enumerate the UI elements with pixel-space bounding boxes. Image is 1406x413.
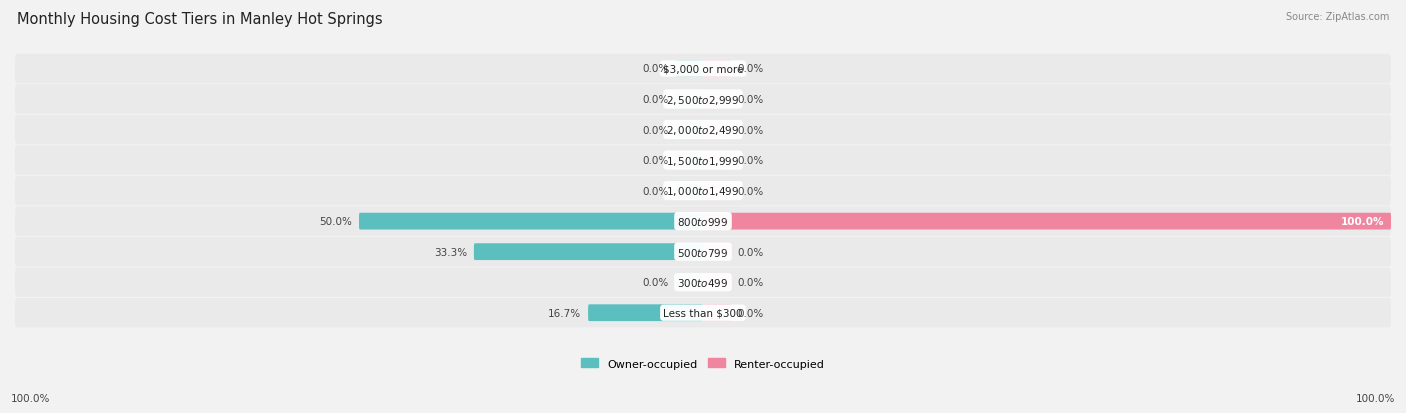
FancyBboxPatch shape [15,176,1391,206]
FancyBboxPatch shape [703,152,731,169]
FancyBboxPatch shape [703,61,731,78]
FancyBboxPatch shape [15,55,1391,84]
Text: Source: ZipAtlas.com: Source: ZipAtlas.com [1285,12,1389,22]
Text: $3,000 or more: $3,000 or more [662,64,744,74]
Text: Monthly Housing Cost Tiers in Manley Hot Springs: Monthly Housing Cost Tiers in Manley Hot… [17,12,382,27]
FancyBboxPatch shape [15,237,1391,267]
Text: $1,000 to $1,499: $1,000 to $1,499 [666,185,740,198]
Text: $2,000 to $2,499: $2,000 to $2,499 [666,124,740,137]
FancyBboxPatch shape [15,298,1391,328]
Text: 0.0%: 0.0% [643,156,669,166]
FancyBboxPatch shape [588,304,703,321]
Text: $1,500 to $1,999: $1,500 to $1,999 [666,154,740,167]
Text: 0.0%: 0.0% [643,95,669,105]
Text: 0.0%: 0.0% [737,247,763,257]
Text: 0.0%: 0.0% [643,64,669,74]
FancyBboxPatch shape [675,274,703,291]
Text: 0.0%: 0.0% [737,186,763,196]
FancyBboxPatch shape [359,213,703,230]
Text: 50.0%: 50.0% [319,216,352,227]
FancyBboxPatch shape [703,213,1391,230]
Text: 33.3%: 33.3% [434,247,467,257]
Text: 0.0%: 0.0% [737,125,763,135]
Text: 100.0%: 100.0% [1355,393,1395,403]
FancyBboxPatch shape [15,268,1391,297]
FancyBboxPatch shape [15,85,1391,114]
FancyBboxPatch shape [15,146,1391,175]
FancyBboxPatch shape [703,183,731,199]
FancyBboxPatch shape [675,122,703,139]
Text: 100.0%: 100.0% [11,393,51,403]
FancyBboxPatch shape [15,116,1391,145]
FancyBboxPatch shape [675,152,703,169]
Text: 100.0%: 100.0% [1340,216,1384,227]
Text: 0.0%: 0.0% [737,278,763,287]
FancyBboxPatch shape [703,244,731,261]
Text: $800 to $999: $800 to $999 [678,216,728,228]
FancyBboxPatch shape [703,274,731,291]
Text: $500 to $799: $500 to $799 [678,246,728,258]
Text: 0.0%: 0.0% [643,278,669,287]
FancyBboxPatch shape [675,91,703,108]
FancyBboxPatch shape [675,183,703,199]
Text: 0.0%: 0.0% [737,95,763,105]
Text: $300 to $499: $300 to $499 [678,277,728,289]
FancyBboxPatch shape [15,207,1391,236]
FancyBboxPatch shape [703,304,731,321]
FancyBboxPatch shape [474,244,703,261]
Text: 0.0%: 0.0% [643,125,669,135]
Text: $2,500 to $2,999: $2,500 to $2,999 [666,93,740,106]
Text: 16.7%: 16.7% [548,308,581,318]
FancyBboxPatch shape [703,122,731,139]
Text: 0.0%: 0.0% [643,186,669,196]
FancyBboxPatch shape [675,61,703,78]
Text: 0.0%: 0.0% [737,308,763,318]
Text: 0.0%: 0.0% [737,156,763,166]
FancyBboxPatch shape [703,91,731,108]
Legend: Owner-occupied, Renter-occupied: Owner-occupied, Renter-occupied [581,358,825,369]
Text: Less than $300: Less than $300 [664,308,742,318]
Text: 0.0%: 0.0% [737,64,763,74]
